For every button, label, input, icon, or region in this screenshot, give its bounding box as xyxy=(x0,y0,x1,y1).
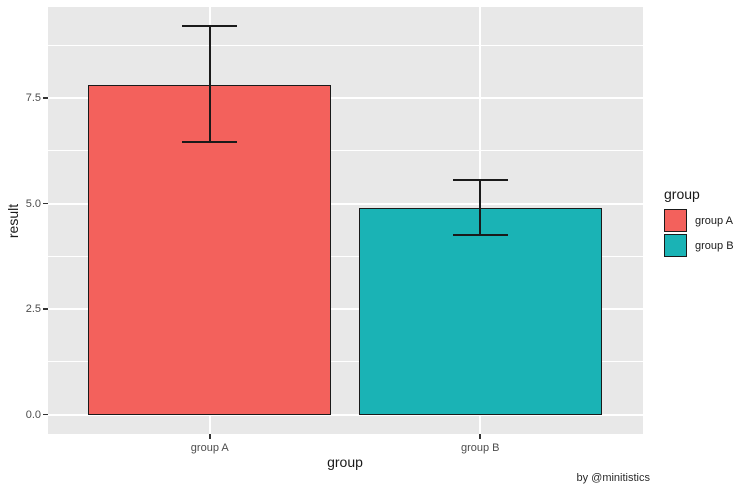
error-bar-cap-bottom xyxy=(182,141,238,144)
error-bar-cap-bottom xyxy=(452,234,508,237)
gridline-minor xyxy=(47,361,643,363)
legend-title: group xyxy=(664,186,700,202)
error-bar-line xyxy=(479,180,482,236)
bar-group-b xyxy=(358,207,602,415)
y-tick-mark xyxy=(42,97,48,99)
gridline-minor xyxy=(47,44,643,46)
legend: group group A group B xyxy=(664,186,734,258)
legend-entries: group A group B xyxy=(664,208,734,258)
legend-entry: group B xyxy=(664,233,734,258)
y-tick-label: 2.5 xyxy=(25,303,41,316)
error-bar-cap-top xyxy=(182,25,238,28)
legend-entry: group A xyxy=(664,208,734,233)
legend-entry-label: group B xyxy=(695,239,734,252)
legend-entry-label: group A xyxy=(695,214,733,227)
y-tick-mark xyxy=(42,202,48,205)
x-tick-mark xyxy=(479,434,481,439)
error-bar-line xyxy=(208,26,211,143)
gridline-minor xyxy=(47,255,643,257)
plot-panel xyxy=(47,7,643,434)
caption: by @minitistics xyxy=(576,472,650,484)
legend-key-swatch xyxy=(664,234,687,257)
x-tick-label: group B xyxy=(460,442,500,454)
gridline-major xyxy=(47,97,643,100)
gridline-major xyxy=(47,202,643,205)
y-tick-mark xyxy=(42,308,48,310)
x-tick-mark xyxy=(209,434,211,439)
x-tick-label: group A xyxy=(190,442,229,454)
gridline-major xyxy=(47,413,643,416)
x-axis-title: group xyxy=(327,454,363,470)
gridline-major xyxy=(47,308,643,311)
error-bar-cap-top xyxy=(452,179,508,182)
y-tick-label: 7.5 xyxy=(25,92,41,105)
y-tick-mark xyxy=(42,413,48,416)
y-tick-label: 5.0 xyxy=(25,197,41,210)
legend-key-swatch xyxy=(664,209,687,232)
y-axis-title: result xyxy=(2,7,24,434)
gridline-minor xyxy=(47,150,643,152)
y-tick-label: 0.0 xyxy=(25,408,41,421)
